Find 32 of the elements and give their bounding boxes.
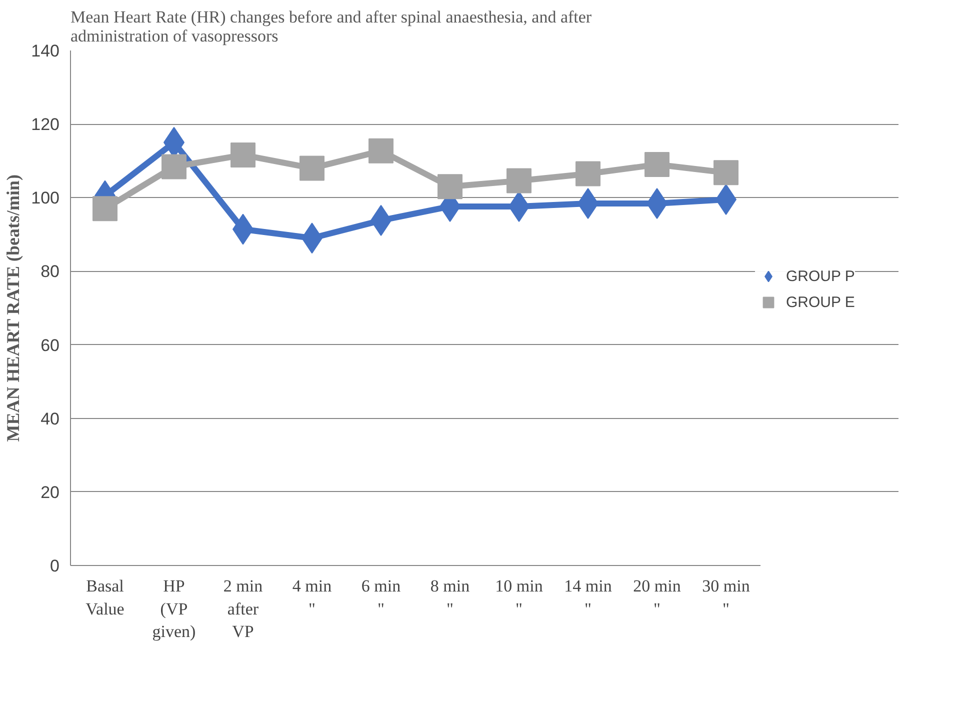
x-tick-label: 20 min " (633, 576, 682, 618)
x-tick-label: 30 min " (702, 576, 750, 618)
point (368, 138, 394, 164)
chart-title: Mean Heart Rate (HR) changes before and after spinal anaesthesia, and after administration of vasopressors (70, 8, 592, 46)
point (92, 196, 118, 222)
point (300, 156, 324, 181)
point (438, 174, 462, 200)
x-tick-label: HP (VP given) (152, 576, 196, 642)
point (230, 142, 256, 168)
y-tick-label: 60 (40, 336, 60, 355)
x-tick-label: Basal Value (86, 576, 124, 618)
y-tick-label: 100 (31, 188, 60, 208)
point (506, 168, 532, 194)
x-tick-label: 6 min " (361, 576, 402, 618)
legend-label: GROUP E (786, 294, 855, 310)
y-tick-label: 140 (31, 42, 60, 60)
point (576, 161, 600, 186)
x-tick-label: 14 min " (564, 576, 612, 618)
point (714, 160, 738, 186)
y-axis-title: MEAN HEART RATE (beats/min) (3, 174, 24, 442)
y-tick-label: 80 (40, 262, 60, 282)
legend-label: GROUP P (786, 268, 855, 284)
x-tick-label: 8 min " (430, 576, 470, 618)
y-tick-label: 120 (31, 115, 60, 134)
point (162, 154, 186, 180)
y-tick-label: 20 (40, 482, 60, 502)
y-tick-label: 40 (40, 409, 60, 428)
point (644, 152, 670, 178)
x-tick-label: 10 min " (495, 576, 544, 618)
x-tick-label: 4 min " (292, 576, 332, 618)
x-tick-label: 2 min after VP (223, 576, 264, 642)
y-tick-label: 0 (50, 556, 60, 576)
